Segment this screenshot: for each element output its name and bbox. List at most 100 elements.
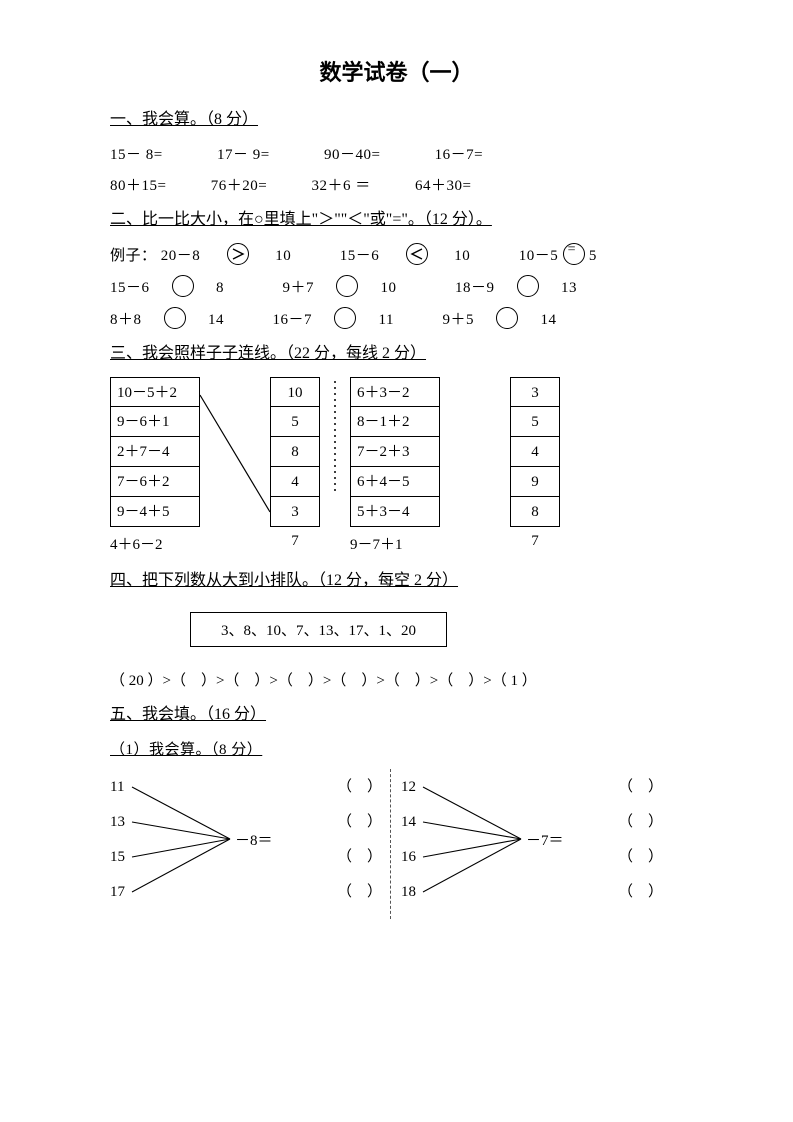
s1r2-d: 64＋30= [415, 178, 471, 194]
blank[interactable]: （ ） [337, 847, 382, 882]
s2r1a-r: 8 [216, 280, 224, 296]
num-cell: 8 [510, 497, 560, 527]
blank-circle-icon[interactable] [517, 275, 539, 297]
expr-cell: 9－6＋1 [110, 407, 200, 437]
extra-a: 4＋6－2 [110, 537, 163, 553]
extra-d: 7 [531, 533, 539, 549]
blank[interactable]: （ ） [618, 777, 663, 812]
right-num-column: 3 5 4 9 8 [510, 377, 560, 527]
blank[interactable]: （ ） [618, 812, 663, 847]
section1-row1: 15－ 8= 17－ 9= 90－40= 16－7= [110, 143, 683, 164]
section2-row1: 15－6 8 9＋7 10 18－9 13 [110, 275, 683, 297]
expr-cell: 6＋4－5 [350, 467, 440, 497]
expr-cell: 9－4＋5 [110, 497, 200, 527]
s2r2b-r: 11 [379, 312, 394, 328]
s2r1c-l: 18－9 [455, 280, 495, 296]
matching-diagram: 10－5＋2 9－6＋1 2＋7－4 7－6＋2 9－4＋5 10 5 8 4 … [110, 377, 683, 527]
blank-circle-icon[interactable] [496, 307, 518, 329]
expr-cell: 8－1＋2 [350, 407, 440, 437]
page-title: 数学试卷（一） [110, 55, 683, 87]
blank-circle-icon[interactable] [336, 275, 358, 297]
blank[interactable]: （ ） [618, 847, 663, 882]
num-cell: 4 [510, 437, 560, 467]
section5-sub1: （1）我会算。（8 分） [110, 738, 683, 759]
expr-cell: 2＋7－4 [110, 437, 200, 467]
s1r2-c: 32＋6 ＝ [311, 178, 370, 194]
sort-sequence: （ 20 ）>（ ）>（ ）>（ ）>（ ）>（ ）>（ ）>（ 1 ） [110, 669, 683, 690]
s1r2-b: 76＋20= [211, 178, 267, 194]
sort-numbers: 3、8、10、7、13、17、1、20 [190, 612, 447, 647]
s2r2a-l: 8＋8 [110, 312, 142, 328]
num-cell: 5 [270, 407, 320, 437]
s2r1b-r: 10 [381, 280, 397, 296]
section4-heading: 四、把下列数从大到小排队。（12 分，每空 2 分） [110, 566, 683, 590]
expr-cell: 10－5＋2 [110, 377, 200, 407]
blank[interactable]: （ ） [618, 882, 663, 917]
ex2-l: 15－6 [340, 248, 380, 264]
blank[interactable]: （ ） [337, 882, 382, 917]
blank[interactable]: （ ） [337, 777, 382, 812]
expr-cell: 7－6＋2 [110, 467, 200, 497]
ex1-l: 20－8 [161, 248, 201, 264]
fan-right: 12 14 16 18 －7＝ （ ） （ ） （ ） （ ） [391, 769, 671, 919]
ex1-r: 10 [275, 248, 291, 264]
extra-c: 9－7＋1 [350, 537, 403, 553]
right-expr-column: 6＋3－2 8－1＋2 7－2＋3 6＋4－5 5＋3－4 [350, 377, 440, 527]
s1r2-a: 80＋15= [110, 178, 166, 194]
blank-circle-icon[interactable] [164, 307, 186, 329]
ex3-r: 5 [589, 248, 597, 264]
s2r1b-l: 9＋7 [283, 280, 315, 296]
s2r1c-r: 13 [561, 280, 577, 296]
blank-circle-icon[interactable] [334, 307, 356, 329]
fan-diagrams: 11 13 15 17 －8＝ （ ） （ ） （ ） （ ） 12 [110, 769, 683, 919]
section3-extra-row: 4＋6－2 7 9－7＋1 7 [110, 533, 683, 554]
sort-number-box: 3、8、10、7、13、17、1、20 [110, 604, 683, 659]
section2-example: 例子： 20－8 10 15－6 10 10－5 5 [110, 243, 683, 265]
s2r2c-l: 9＋5 [442, 312, 474, 328]
ex2-r: 10 [454, 248, 470, 264]
expr-cell: 7－2＋3 [350, 437, 440, 467]
fan-left: 11 13 15 17 －8＝ （ ） （ ） （ ） （ ） [110, 769, 391, 919]
blank[interactable]: （ ） [337, 812, 382, 847]
expr-cell: 6＋3－2 [350, 377, 440, 407]
example-label: 例子： [110, 248, 157, 264]
num-cell: 10 [270, 377, 320, 407]
circle-gt-example-icon [227, 243, 249, 265]
dotted-divider-icon [320, 377, 350, 495]
fan-right-center: －7＝ [526, 829, 564, 850]
section5-heading: 五、我会填。（16 分） [110, 700, 683, 724]
ex3-l: 10－5 [519, 248, 559, 264]
expr-cell: 5＋3－4 [350, 497, 440, 527]
fan-right-blanks: （ ） （ ） （ ） （ ） [618, 777, 663, 917]
exam-page: 数学试卷（一） 一、我会算。（8 分） 15－ 8= 17－ 9= 90－40=… [0, 0, 793, 1122]
s1r1-d: 16－7= [435, 147, 483, 163]
s2r1a-l: 15－6 [110, 280, 150, 296]
section1-row2: 80＋15= 76＋20= 32＋6 ＝ 64＋30= [110, 174, 683, 195]
num-cell: 8 [270, 437, 320, 467]
s2r2c-r: 14 [541, 312, 557, 328]
section2-row2: 8＋8 14 16－7 11 9＋5 14 [110, 307, 683, 329]
match-line-area [200, 377, 270, 527]
section2-heading: 二、比一比大小，在○里填上"＞""＜"或"="。（12 分）。 [110, 205, 683, 229]
match-line-icon [200, 377, 270, 527]
s1r1-a: 15－ 8= [110, 147, 163, 163]
circle-lt-example-icon [406, 243, 428, 265]
s2r2b-l: 16－7 [273, 312, 313, 328]
section1-heading: 一、我会算。（8 分） [110, 105, 683, 129]
blank-circle-icon[interactable] [172, 275, 194, 297]
circle-eq-example-icon [563, 243, 585, 265]
fan-left-center: －8＝ [235, 829, 273, 850]
num-cell: 3 [270, 497, 320, 527]
s1r1-b: 17－ 9= [217, 147, 270, 163]
num-cell: 3 [510, 377, 560, 407]
num-cell: 9 [510, 467, 560, 497]
s1r1-c: 90－40= [324, 147, 380, 163]
fan-left-blanks: （ ） （ ） （ ） （ ） [337, 777, 382, 917]
num-cell: 4 [270, 467, 320, 497]
left-expr-column: 10－5＋2 9－6＋1 2＋7－4 7－6＋2 9－4＋5 [110, 377, 200, 527]
num-cell: 5 [510, 407, 560, 437]
left-num-column: 10 5 8 4 3 [270, 377, 320, 527]
s2r2a-r: 14 [208, 312, 224, 328]
extra-b: 7 [291, 533, 299, 549]
section3-heading: 三、我会照样子子连线。（22 分，每线 2 分） [110, 339, 683, 363]
